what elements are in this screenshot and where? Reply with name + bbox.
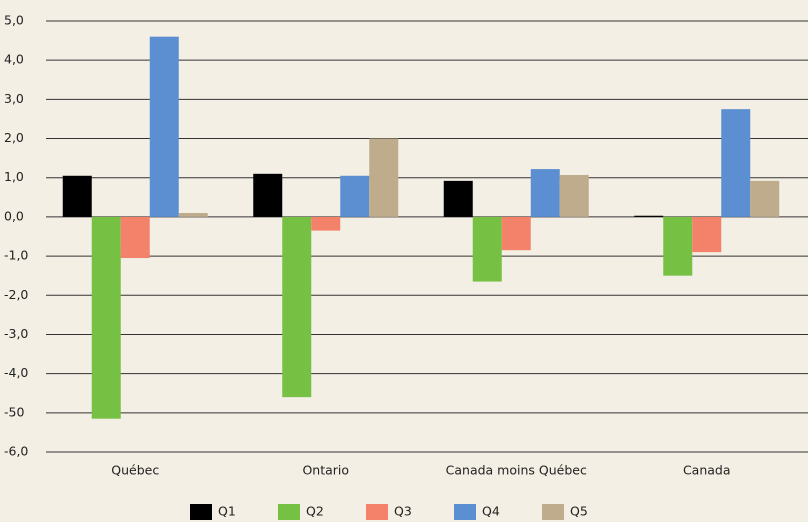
bar	[443, 180, 473, 217]
bar	[559, 174, 589, 217]
bar	[282, 216, 312, 398]
bar	[311, 216, 341, 231]
y-tick-label: 5,0	[4, 13, 24, 28]
x-tick-label: Canada	[683, 463, 731, 478]
legend-swatch	[366, 504, 388, 520]
y-tick-label: 3,0	[4, 91, 24, 106]
legend-label: Q2	[306, 504, 324, 519]
bar	[149, 36, 179, 217]
bar	[369, 138, 399, 217]
y-tick-label: -1,0	[4, 248, 28, 263]
legend-label: Q5	[570, 504, 588, 519]
bar	[62, 175, 92, 217]
bar	[663, 216, 693, 276]
bar	[178, 212, 208, 217]
y-tick-label: -4,0	[4, 365, 28, 380]
legend-swatch	[454, 504, 476, 520]
bar	[634, 215, 664, 217]
bar	[253, 173, 283, 217]
y-tick-label: -50	[4, 404, 24, 419]
bar	[120, 216, 150, 259]
y-tick-label: -2,0	[4, 287, 28, 302]
bar	[501, 216, 531, 251]
bar	[530, 169, 560, 217]
bar	[750, 180, 780, 217]
legend-swatch	[542, 504, 564, 520]
y-tick-label: 2,0	[4, 130, 24, 145]
legend-swatch	[190, 504, 212, 520]
bar	[91, 216, 121, 419]
y-tick-label: -6,0	[4, 444, 28, 459]
y-tick-label: -3,0	[4, 326, 28, 341]
bar	[692, 216, 722, 253]
legend-label: Q3	[394, 504, 412, 519]
legend-label: Q4	[482, 504, 500, 519]
legend-swatch	[278, 504, 300, 520]
x-tick-label: Canada moins Québec	[446, 463, 587, 478]
bar	[472, 216, 502, 282]
y-tick-label: 1,0	[4, 169, 24, 184]
bar	[340, 175, 370, 217]
x-tick-label: Ontario	[302, 463, 349, 478]
bar	[721, 109, 751, 217]
y-tick-label: 4,0	[4, 52, 24, 67]
x-tick-label: Québec	[111, 463, 159, 478]
legend-label: Q1	[218, 504, 236, 519]
y-tick-label: 0,0	[4, 208, 24, 223]
